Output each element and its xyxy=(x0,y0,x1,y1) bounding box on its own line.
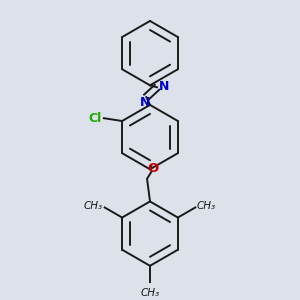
Text: CH₃: CH₃ xyxy=(197,201,216,212)
Text: N: N xyxy=(140,96,150,109)
Text: N: N xyxy=(159,80,169,93)
Text: CH₃: CH₃ xyxy=(84,201,103,212)
Text: CH₃: CH₃ xyxy=(140,288,160,298)
Text: Cl: Cl xyxy=(88,112,102,125)
Text: O: O xyxy=(147,162,158,175)
